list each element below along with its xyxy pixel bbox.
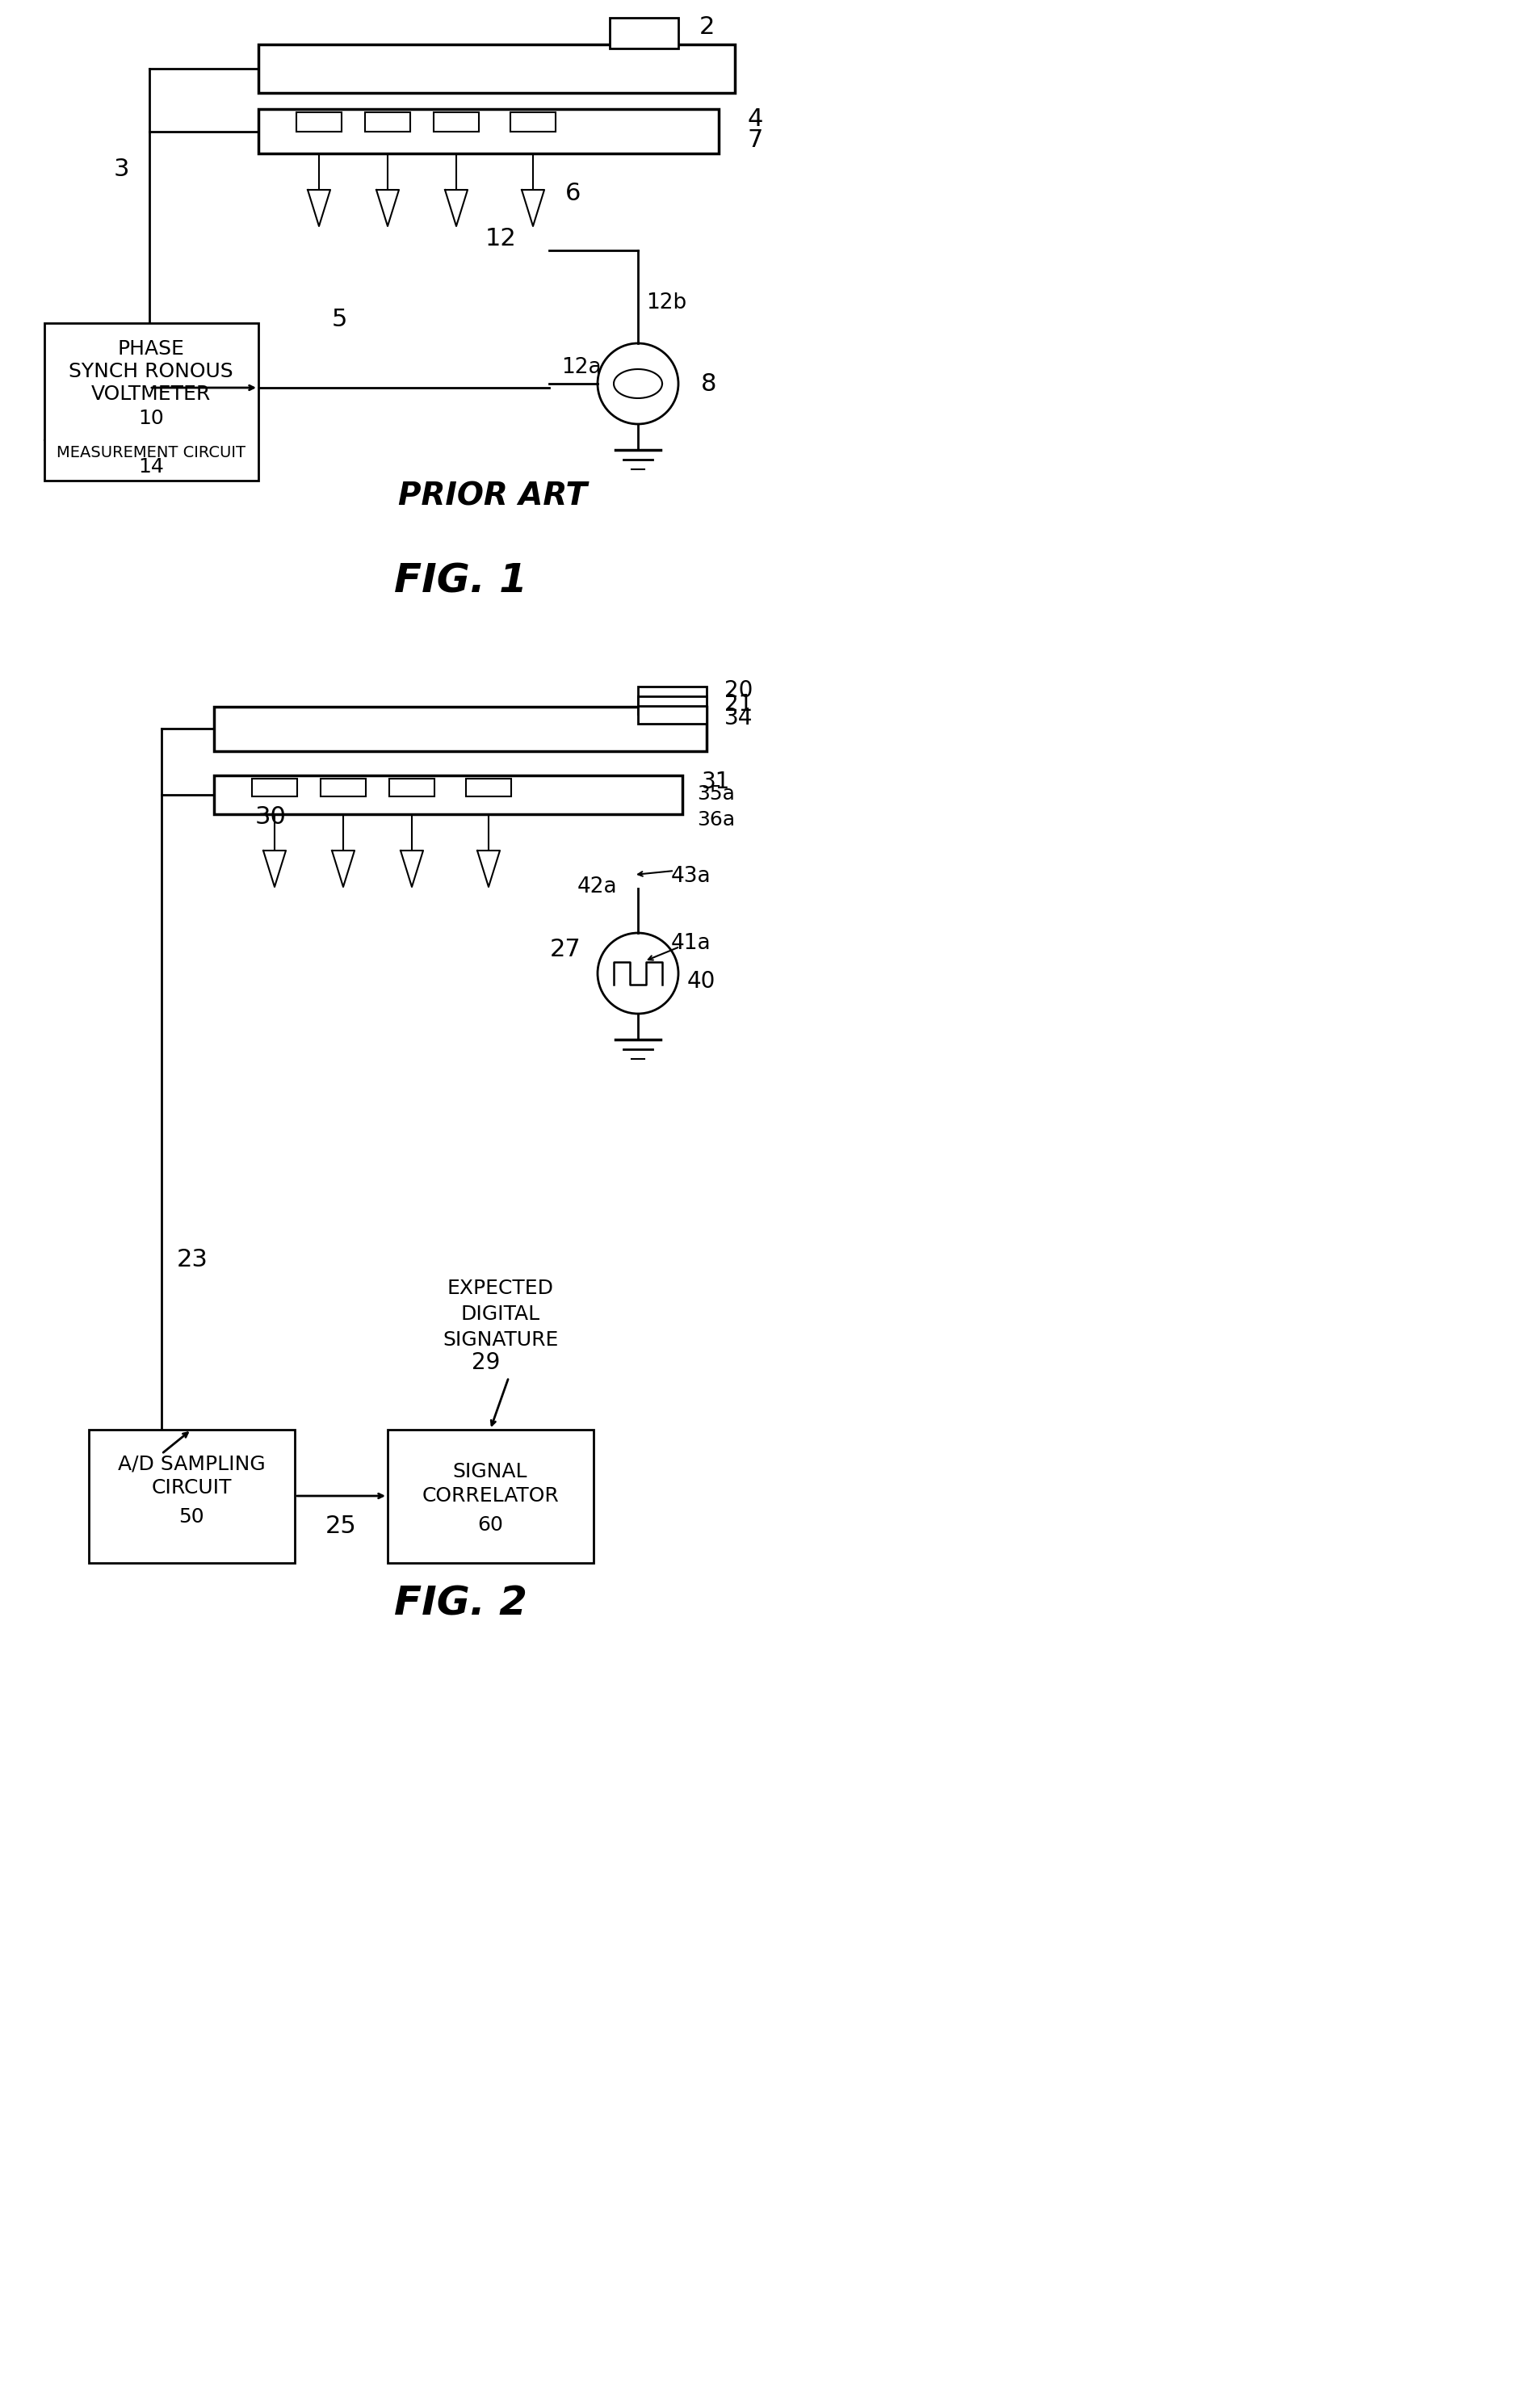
Bar [89, 1430, 294, 1562]
Text: 29: 29 [471, 1350, 501, 1375]
Bar [320, 779, 367, 795]
Text: PHASE: PHASE [117, 339, 185, 358]
Text: 2: 2 [699, 17, 715, 38]
Text: 5: 5 [331, 308, 346, 332]
Bar [610, 17, 678, 48]
Text: 21: 21 [725, 692, 753, 716]
Bar [45, 322, 259, 481]
Text: 20: 20 [725, 680, 753, 702]
Bar [467, 779, 511, 795]
Bar [365, 113, 410, 132]
Bar [259, 43, 735, 94]
Polygon shape [400, 851, 424, 887]
Text: 36a: 36a [698, 810, 735, 829]
Bar [638, 706, 707, 723]
Text: SIGNAL: SIGNAL [453, 1461, 528, 1480]
Text: 8: 8 [701, 372, 718, 396]
Text: 27: 27 [550, 937, 581, 961]
Text: 43a: 43a [670, 865, 710, 887]
Text: CIRCUIT: CIRCUIT [151, 1478, 231, 1497]
Text: 12: 12 [485, 226, 516, 250]
Text: 60: 60 [477, 1516, 504, 1536]
Bar [510, 113, 556, 132]
Text: 41a: 41a [670, 932, 710, 954]
Text: 31: 31 [702, 771, 730, 793]
Text: FIG. 2: FIG. 2 [394, 1584, 527, 1622]
Text: SYNCH RONOUS: SYNCH RONOUS [69, 363, 233, 382]
Text: 25: 25 [325, 1514, 356, 1538]
Text: DIGITAL: DIGITAL [460, 1305, 541, 1324]
Bar [253, 779, 297, 795]
Text: 40: 40 [687, 971, 715, 992]
Bar [259, 108, 719, 154]
Polygon shape [445, 190, 468, 226]
Text: MEASUREMENT CIRCUIT: MEASUREMENT CIRCUIT [57, 445, 245, 459]
Polygon shape [308, 190, 330, 226]
Polygon shape [263, 851, 286, 887]
Polygon shape [333, 851, 354, 887]
Polygon shape [522, 190, 544, 226]
Text: FIG. 1: FIG. 1 [394, 562, 527, 601]
Text: 12b: 12b [645, 293, 687, 312]
Bar [214, 706, 707, 752]
Text: 35a: 35a [698, 783, 735, 803]
Text: EXPECTED: EXPECTED [448, 1278, 554, 1298]
Polygon shape [477, 851, 500, 887]
Text: 6: 6 [565, 183, 581, 207]
Text: CORRELATOR: CORRELATOR [422, 1485, 559, 1507]
Text: 30: 30 [254, 805, 286, 829]
Bar [390, 779, 434, 795]
Text: 34: 34 [725, 706, 753, 731]
Bar [434, 113, 479, 132]
Text: SIGNATURE: SIGNATURE [444, 1331, 559, 1350]
Bar [214, 776, 682, 815]
Polygon shape [376, 190, 399, 226]
Text: 3: 3 [114, 159, 129, 180]
Bar [638, 687, 707, 704]
Text: 50: 50 [179, 1507, 205, 1526]
Text: A/D SAMPLING: A/D SAMPLING [117, 1454, 265, 1473]
Text: 7: 7 [747, 127, 762, 151]
Bar [638, 697, 707, 714]
Text: 14: 14 [139, 457, 163, 476]
Bar [388, 1430, 593, 1562]
Text: PRIOR ART: PRIOR ART [399, 481, 587, 512]
Text: 10: 10 [139, 409, 163, 428]
Text: 42a: 42a [578, 877, 618, 896]
Bar [296, 113, 342, 132]
Text: 12a: 12a [562, 358, 602, 377]
Text: 4: 4 [747, 108, 762, 130]
Text: VOLTMETER: VOLTMETER [91, 384, 211, 404]
Text: 23: 23 [177, 1247, 208, 1271]
